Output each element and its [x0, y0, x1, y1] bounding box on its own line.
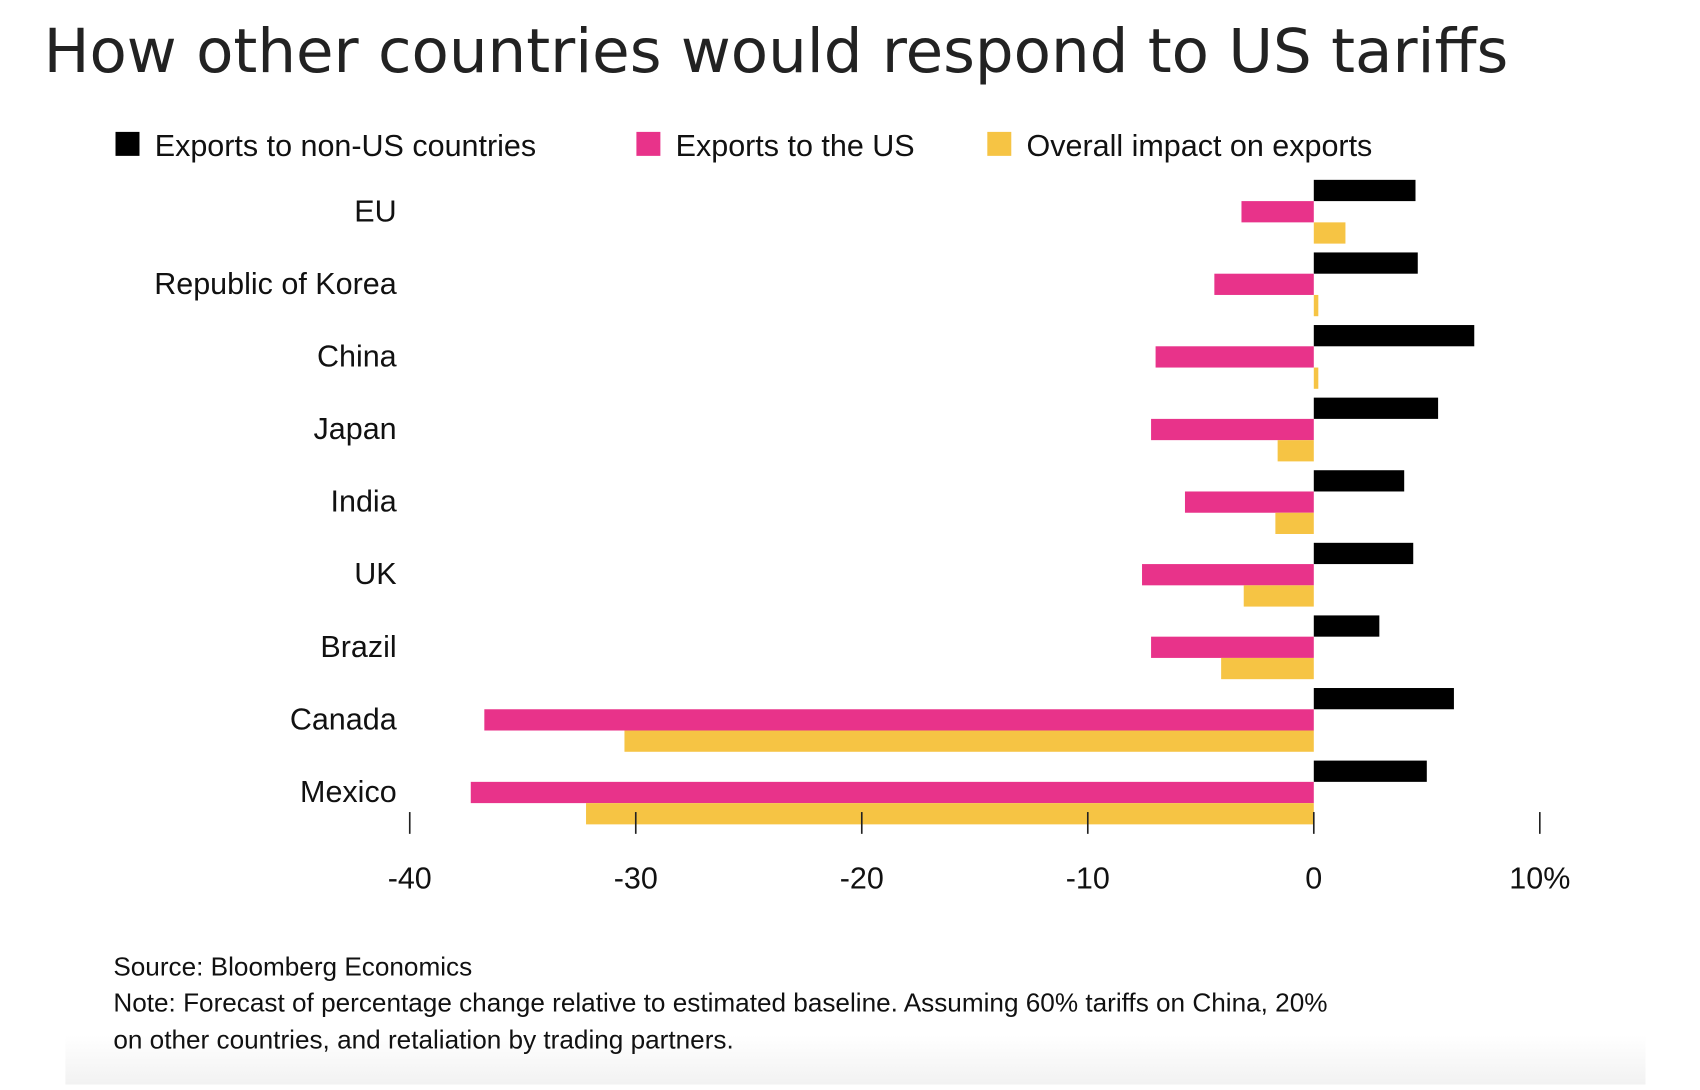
category-label: Republic of Korea — [154, 267, 396, 301]
bar — [1275, 512, 1314, 534]
bar — [1151, 636, 1314, 658]
x-tick-label: -20 — [840, 861, 884, 895]
category-label: China — [317, 339, 397, 373]
x-tick-label: 10% — [1509, 861, 1570, 895]
category-label: Mexico — [300, 775, 397, 809]
bar — [1313, 367, 1319, 389]
x-tick-label: -30 — [614, 861, 658, 895]
bar — [1243, 585, 1314, 607]
note-line-2: on other countries, and retaliation by t… — [113, 1025, 733, 1055]
bars — [470, 179, 1475, 825]
bar — [1313, 615, 1380, 637]
category-labels: EU Republic of Korea China Japan India UK Braz… — [154, 194, 396, 809]
legend-swatch — [987, 131, 1012, 156]
bar — [1214, 273, 1314, 295]
bar — [1184, 491, 1314, 513]
bar — [1313, 760, 1427, 782]
legend-swatch — [636, 131, 661, 156]
bar — [1313, 470, 1405, 492]
bar — [484, 709, 1314, 731]
category-label: Brazil — [320, 630, 396, 664]
x-tick-label: -10 — [1066, 861, 1110, 895]
legend-label: Exports to the US — [676, 129, 915, 163]
bar — [1313, 252, 1418, 274]
bar — [1313, 688, 1454, 710]
bar — [1313, 222, 1346, 244]
bar — [1313, 325, 1475, 347]
category-label: Canada — [290, 702, 397, 736]
legend-swatch — [115, 131, 140, 156]
x-tick-label: -40 — [388, 861, 432, 895]
bar — [586, 803, 1314, 825]
bar — [1313, 542, 1414, 565]
bar — [1151, 418, 1314, 441]
x-axis: -40 -30 -20 -10 0 10% — [388, 812, 1570, 895]
footer-shade — [65, 1035, 1646, 1085]
x-tick-label: 0 — [1305, 861, 1322, 895]
category-label: India — [331, 485, 397, 519]
bar — [1277, 440, 1314, 462]
legend-label: Exports to non-US countries — [155, 129, 536, 163]
legend-label: Overall impact on exports — [1027, 129, 1373, 163]
bar — [1221, 657, 1314, 680]
source-text: Source: Bloomberg Economics — [113, 952, 472, 982]
bar — [1241, 201, 1314, 223]
bar — [1313, 179, 1416, 202]
note-line-1: Note: Forecast of percentage change rela… — [113, 988, 1327, 1018]
chart-title: How other countries would respond to US … — [44, 16, 1509, 87]
legend: Exports to non-US countries Exports to th… — [115, 129, 1373, 163]
bar — [1313, 294, 1319, 317]
bar — [1313, 397, 1439, 419]
category-label: Japan — [314, 412, 397, 446]
category-label: EU — [354, 194, 396, 228]
category-label: UK — [354, 557, 396, 591]
bar — [624, 730, 1314, 752]
bar — [1142, 564, 1314, 586]
bar — [1155, 346, 1314, 368]
bar — [470, 781, 1314, 804]
